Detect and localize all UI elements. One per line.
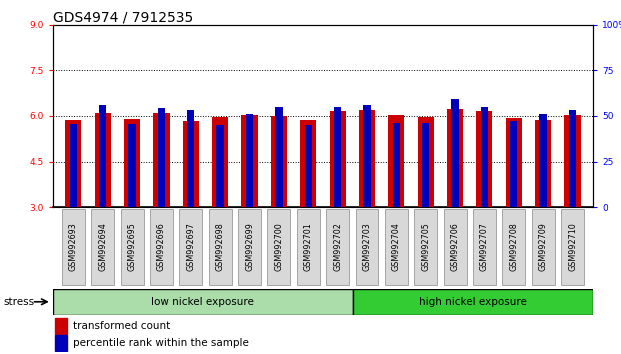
Text: GSM992696: GSM992696 [157,223,166,271]
FancyBboxPatch shape [179,209,202,285]
Bar [158,108,165,207]
Text: GSM992707: GSM992707 [480,222,489,272]
Bar [564,115,581,207]
Bar [447,109,463,207]
Bar [417,118,433,207]
Text: GSM992708: GSM992708 [509,223,519,271]
Bar [300,120,316,207]
FancyBboxPatch shape [268,209,291,285]
FancyBboxPatch shape [532,209,555,285]
Text: GDS4974 / 7912535: GDS4974 / 7912535 [53,11,193,25]
Bar [353,289,593,315]
Bar [392,122,400,207]
Bar [569,110,576,207]
Text: GSM992699: GSM992699 [245,222,254,272]
Bar [451,99,459,207]
Text: GSM992703: GSM992703 [363,223,371,271]
Bar [65,120,81,207]
FancyBboxPatch shape [209,209,232,285]
Bar [183,121,199,207]
Bar [94,113,111,207]
FancyBboxPatch shape [502,209,525,285]
Text: GSM992695: GSM992695 [127,222,137,272]
Bar [99,105,106,207]
Text: high nickel exposure: high nickel exposure [419,297,527,307]
FancyBboxPatch shape [238,209,261,285]
Bar [187,110,194,207]
FancyBboxPatch shape [297,209,320,285]
Text: GSM992704: GSM992704 [392,223,401,271]
Bar [334,107,342,207]
Text: transformed count: transformed count [73,321,171,331]
Bar [212,116,229,207]
FancyBboxPatch shape [150,209,173,285]
FancyBboxPatch shape [414,209,437,285]
FancyBboxPatch shape [120,209,143,285]
Text: GSM992705: GSM992705 [421,222,430,272]
Bar [242,115,258,207]
Bar [363,105,371,207]
Bar [129,125,136,207]
Bar [55,335,67,351]
Bar [535,120,551,207]
Bar [359,110,375,207]
Bar [246,114,253,207]
Text: GSM992710: GSM992710 [568,223,577,271]
Bar [388,115,404,207]
FancyBboxPatch shape [561,209,584,285]
FancyBboxPatch shape [355,209,378,285]
FancyBboxPatch shape [443,209,466,285]
Bar [217,125,224,207]
Bar [330,112,346,207]
Bar [510,121,517,207]
Text: low nickel exposure: low nickel exposure [152,297,254,307]
Text: stress: stress [3,297,34,307]
Bar [505,118,522,207]
FancyBboxPatch shape [326,209,349,285]
Bar [304,125,312,207]
Text: GSM992693: GSM992693 [69,223,78,271]
Bar [70,125,77,207]
Bar [124,119,140,207]
Text: GSM992701: GSM992701 [304,223,313,271]
Bar [422,123,429,207]
Bar [153,113,170,207]
Text: percentile rank within the sample: percentile rank within the sample [73,338,249,348]
FancyBboxPatch shape [91,209,114,285]
Text: GSM992697: GSM992697 [186,222,195,272]
FancyBboxPatch shape [385,209,408,285]
Text: GSM992700: GSM992700 [274,223,283,271]
Bar [540,114,547,207]
Bar [55,318,67,334]
Bar [275,107,283,207]
Text: GSM992698: GSM992698 [215,223,225,271]
Bar [476,112,492,207]
Bar [271,116,287,207]
Bar [53,289,353,315]
FancyBboxPatch shape [62,209,85,285]
Text: GSM992709: GSM992709 [538,222,548,272]
FancyBboxPatch shape [473,209,496,285]
Bar [481,107,488,207]
Text: GSM992694: GSM992694 [98,223,107,271]
Text: GSM992706: GSM992706 [451,223,460,271]
Text: GSM992702: GSM992702 [333,222,342,272]
